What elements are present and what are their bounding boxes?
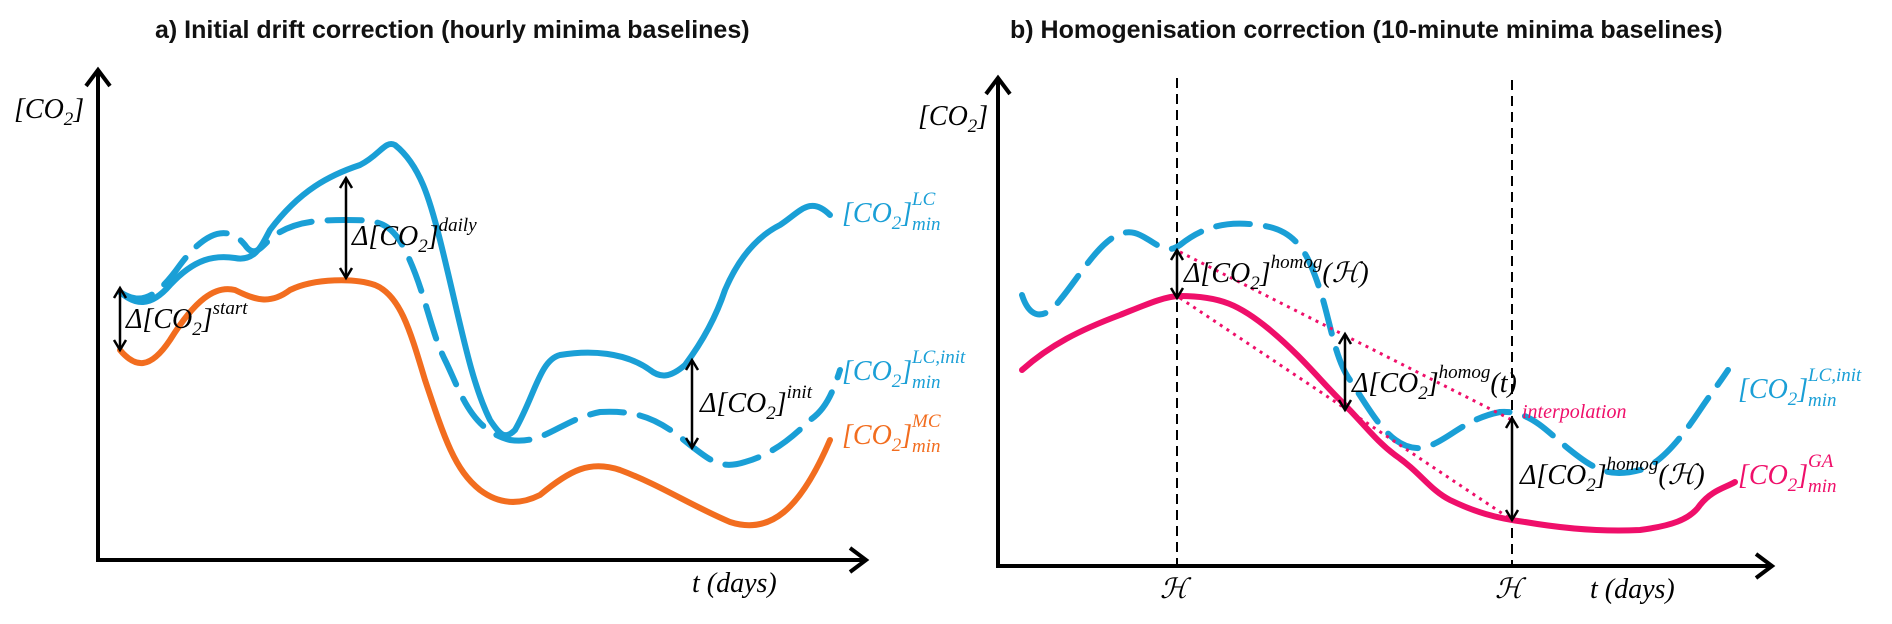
delta-init-arrow [684,357,700,451]
legend-ga: [CO2] GA min [1738,451,1837,497]
h-label-1: ℋ [1160,574,1192,605]
delta-homog-h2-arrow [1504,415,1520,523]
panel-a-lc-init-curve [117,217,843,468]
svg-text:min: min [912,372,941,393]
svg-text:GA: GA [1808,451,1834,472]
panel-b-y-arrowhead [984,74,1012,96]
panel-b-y-label: [CO2] [918,101,988,137]
svg-text:[CO2]: [CO2] [842,356,912,392]
legend-lc: [CO2] LC min [842,189,941,235]
delta-homog-t-label: Δ[CO2]homog(t) [1351,362,1517,404]
panel-a: a) Initial drift correction (hourly mini… [14,16,966,599]
legend-lc-init-b: [CO2] LC,init min [1738,365,1862,411]
delta-init-label: Δ[CO2]init [699,382,813,424]
h-label-2: ℋ [1495,574,1527,605]
delta-daily-label: Δ[CO2]daily [351,215,477,257]
svg-text:min: min [912,436,941,457]
panel-a-mc-curve [117,277,833,529]
panel-b-lc-init-curve [1019,220,1731,477]
svg-text:LC,init: LC,init [911,347,966,368]
delta-start-arrow [112,285,128,353]
svg-text:min: min [1808,476,1837,497]
delta-start-label: Δ[CO2]start [125,298,248,340]
delta-homog-h2-label: Δ[CO2]homog(ℋ) [1519,454,1705,496]
interpolation-label: interpolation [1522,401,1626,423]
panel-b-x-arrowhead [1754,552,1776,580]
legend-lc-init-a: [CO2] LC,init min [842,347,966,393]
svg-text:[CO2]: [CO2] [842,420,912,456]
panel-a-title: a) Initial drift correction (hourly mini… [155,16,750,44]
svg-text:LC: LC [911,189,936,210]
svg-text:[CO2]: [CO2] [1738,374,1808,410]
legend-mc: [CO2] MC min [842,411,941,457]
delta-homog-h1-label: Δ[CO2]homog(ℋ) [1183,252,1369,294]
panel-b-ga-curve [1019,293,1738,534]
panel-a-x-arrowhead [848,546,870,574]
panel-a-y-arrowhead [84,66,112,88]
svg-text:LC,init: LC,init [1807,365,1862,386]
delta-homog-t-arrow [1337,331,1353,413]
panel-b: b) Homogenisation correction (10-minute … [918,16,1862,605]
svg-text:min: min [1808,390,1837,411]
svg-text:[CO2]: [CO2] [1738,460,1808,496]
panel-b-title: b) Homogenisation correction (10-minute … [1010,16,1723,44]
delta-homog-h1-arrow [1169,247,1185,301]
svg-text:MC: MC [911,411,941,432]
panel-a-x-label: t (days) [692,568,777,599]
svg-text:min: min [912,214,941,235]
delta-daily-arrow [338,175,354,281]
panel-b-x-label: t (days) [1590,574,1675,605]
panel-a-y-label: [CO2] [14,94,84,130]
svg-text:[CO2]: [CO2] [842,198,912,234]
interpolation-line-lower [1179,296,1513,522]
